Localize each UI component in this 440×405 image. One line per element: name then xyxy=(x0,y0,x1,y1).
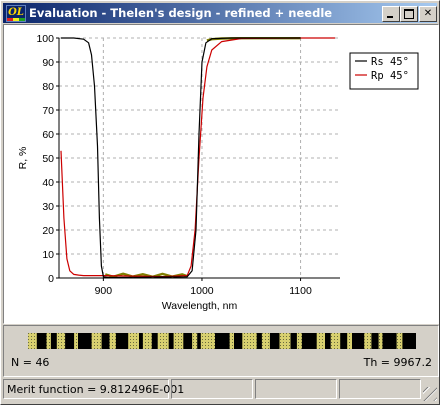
status-bar: Merit function = 9.812496E-001 xyxy=(3,379,437,401)
layer-bar-texture xyxy=(200,333,215,349)
x-tick-label: 1000 xyxy=(190,285,214,297)
layer-bar-texture xyxy=(296,333,302,349)
layer-bar-texture xyxy=(396,333,403,349)
window-title: Evaluation - Thelen's design - refined +… xyxy=(29,6,333,20)
thickness-label: Th = 9967.2 xyxy=(363,356,432,369)
layer-bar-texture xyxy=(242,333,257,349)
legend-label: Rp 45° xyxy=(371,70,409,82)
layer-bar-texture xyxy=(46,333,51,349)
minimize-icon xyxy=(387,16,393,18)
y-tick-label: 60 xyxy=(42,129,54,141)
maximize-button[interactable] xyxy=(400,6,418,22)
layer-bars xyxy=(28,333,403,349)
title-bar[interactable]: OL Evaluation - Thelen's design - refine… xyxy=(3,3,437,23)
merit-function-status: Merit function = 9.812496E-001 xyxy=(3,379,184,399)
layer-bar-texture xyxy=(157,333,169,349)
layer-bar-texture xyxy=(109,333,116,349)
x-tick-label: 900 xyxy=(95,285,113,297)
merit-label: Merit function = xyxy=(7,383,97,396)
layer-bar-texture xyxy=(279,333,291,349)
y-tick-label: 0 xyxy=(48,273,54,285)
layer-bar-texture xyxy=(28,333,37,349)
layer-bar-texture xyxy=(142,333,152,349)
y-tick-label: 20 xyxy=(42,225,54,237)
layer-bar-texture xyxy=(128,333,139,349)
layer-bar-texture xyxy=(316,333,325,349)
layer-strip[interactable] xyxy=(28,333,416,349)
y-tick-label: 30 xyxy=(42,201,54,213)
layer-bar-texture xyxy=(173,333,184,349)
x-tick-label: 1100 xyxy=(289,285,312,297)
layer-bar-texture xyxy=(261,333,270,349)
layer-bar-texture xyxy=(378,333,383,349)
layer-bar-texture xyxy=(192,333,198,349)
y-tick-label: 90 xyxy=(42,57,54,69)
layer-bar-texture xyxy=(74,333,78,349)
layer-bar-texture xyxy=(347,333,352,349)
y-axis-label: R, % xyxy=(17,147,29,170)
chart-panel[interactable]: 0 10 20 30 40 50 60 70 80 90 100 900 1000 1100 Wavelen… xyxy=(3,24,439,324)
layer-structure-panel[interactable]: N = 46 Th = 9967.2 xyxy=(3,325,439,377)
minimize-button[interactable] xyxy=(382,6,400,22)
x-axis-label: Wavelength, nm xyxy=(162,300,238,312)
y-tick-label: 10 xyxy=(42,249,54,261)
status-cell-2 xyxy=(171,379,253,399)
maximize-icon xyxy=(404,9,414,19)
reflectance-chart[interactable]: 0 10 20 30 40 50 60 70 80 90 100 900 1000 1100 Wavelen… xyxy=(4,25,436,321)
series-line-1 xyxy=(60,37,336,278)
layer-bar-texture xyxy=(91,333,102,349)
layer-bar-texture xyxy=(229,333,234,349)
status-cell-4 xyxy=(339,379,421,399)
merit-value: 9.812496E-001 xyxy=(99,383,185,396)
close-icon: ✕ xyxy=(423,8,433,19)
legend-label: Rs 45° xyxy=(371,56,409,68)
layer-count-label: N = 46 xyxy=(11,356,50,369)
y-tick-label: 50 xyxy=(42,153,54,165)
close-button[interactable]: ✕ xyxy=(419,6,437,22)
status-cell-3 xyxy=(255,379,337,399)
legend-box xyxy=(349,52,419,90)
y-tick-label: 40 xyxy=(42,177,54,189)
y-tick-label: 100 xyxy=(36,33,54,45)
series-line-0 xyxy=(61,37,301,278)
layer-bar-texture xyxy=(56,333,66,349)
layer-bar-texture xyxy=(330,333,341,349)
y-tick-label: 80 xyxy=(42,81,54,93)
app-logo-icon[interactable]: OL xyxy=(6,5,26,22)
y-tick-label: 70 xyxy=(42,105,54,117)
resize-grip-icon[interactable] xyxy=(423,387,437,401)
layer-bar-texture xyxy=(364,333,372,349)
